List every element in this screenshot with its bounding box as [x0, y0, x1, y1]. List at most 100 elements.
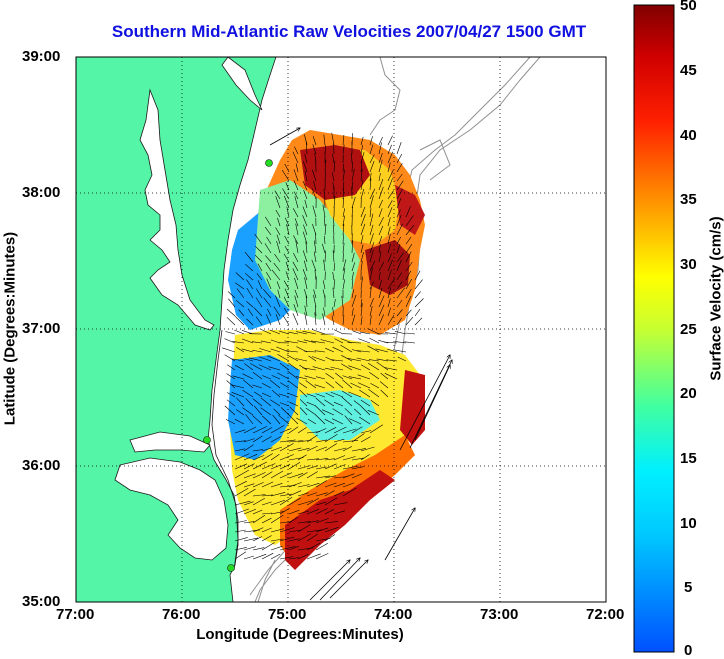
velocity-arrow [325, 392, 335, 398]
velocity-arrow [302, 330, 317, 335]
velocity-arrow [259, 348, 272, 353]
velocity-arrow [262, 288, 272, 299]
velocity-arrow [285, 271, 290, 281]
velocity-arrow [358, 338, 371, 344]
velocity-arrow [302, 268, 308, 281]
velocity-arrow [315, 306, 317, 317]
velocity-arrow [344, 408, 353, 416]
velocity-arrow [369, 287, 372, 299]
velocity-arrow [226, 399, 236, 407]
velocity-arrow [396, 281, 403, 290]
velocity-arrow [348, 365, 362, 371]
velocity-arrow [293, 169, 299, 182]
velocity-arrow [227, 364, 236, 371]
velocity-arrow [396, 252, 404, 263]
velocity-arrow [234, 480, 247, 488]
velocity-arrow [227, 392, 236, 398]
velocity-arrow [342, 169, 345, 182]
velocity-arrow [378, 159, 383, 173]
velocity-arrow [294, 146, 299, 155]
velocity-arrow [234, 551, 247, 560]
velocity-arrow [288, 490, 302, 497]
velocity-arrow [276, 234, 281, 245]
velocity-arrow [261, 447, 273, 452]
velocity-arrow [292, 313, 299, 326]
velocity-arrow [261, 517, 272, 524]
velocity-arrow [265, 262, 272, 272]
velocity-arrow [234, 488, 249, 497]
velocity-arrow [351, 252, 355, 263]
velocity-arrow [254, 254, 263, 263]
velocity-arrow [275, 314, 281, 326]
velocity-arrow [256, 288, 263, 299]
velocity-arrow [323, 134, 326, 146]
velocity-arrow [306, 508, 320, 515]
velocity-arrow [323, 307, 326, 317]
velocity-arrow [279, 464, 291, 470]
velocity-arrow [234, 529, 246, 533]
velocity-arrow [231, 358, 245, 362]
velocity-arrow [396, 142, 402, 155]
velocity-arrow [302, 231, 308, 245]
velocity-arrow [226, 373, 236, 380]
colorbar-tick-label: 45 [680, 62, 697, 79]
velocity-arrow [234, 365, 245, 371]
velocity-arrow [303, 350, 317, 353]
velocity-arrow [394, 331, 407, 335]
velocity-arrow [244, 251, 254, 263]
velocity-arrow [297, 533, 312, 542]
velocity-arrow [287, 380, 299, 389]
velocity-arrow [325, 367, 335, 371]
velocity-arrow [279, 454, 294, 461]
velocity-arrow [405, 236, 412, 245]
velocity-arrow [245, 414, 254, 425]
velocity-arrow [276, 281, 281, 290]
velocity-arrow [367, 345, 380, 353]
velocity-arrow [378, 216, 384, 227]
velocity-arrow [250, 363, 263, 371]
velocity-arrow [332, 250, 335, 263]
velocity-arrow [315, 553, 329, 560]
velocity-arrow [351, 308, 354, 317]
velocity-arrow [378, 225, 384, 236]
velocity-arrow [255, 316, 263, 326]
x-tick-label: 72:00 [586, 606, 625, 623]
velocity-arrow [396, 244, 401, 254]
velocity-arrow [261, 392, 272, 398]
velocity-arrow [243, 546, 256, 551]
velocity-arrow [378, 314, 384, 326]
velocity-arrow [260, 407, 272, 416]
velocity-arrow [283, 280, 290, 290]
velocity-arrow [265, 255, 272, 263]
velocity-arrow [376, 361, 389, 371]
velocity-arrow [294, 196, 299, 209]
velocity-arrow [312, 205, 317, 218]
velocity-arrow [387, 277, 396, 290]
velocity-arrow [297, 472, 308, 479]
velocity-arrow [311, 340, 326, 344]
velocity-arrow [369, 315, 372, 326]
velocity-arrow [243, 379, 254, 389]
velocity-arrow [325, 356, 335, 362]
velocity-arrow [266, 271, 272, 281]
velocity-arrow [314, 384, 326, 389]
colorbar-tick-label: 15 [680, 450, 697, 467]
velocity-arrow [405, 225, 415, 236]
velocity-arrow [304, 277, 308, 290]
velocity-arrow [276, 346, 290, 353]
station-marker [203, 436, 211, 444]
velocity-arrow [279, 428, 292, 434]
velocity-arrow [292, 151, 299, 164]
y-tick-label: 35:00 [22, 593, 61, 610]
velocity-arrow [270, 379, 281, 389]
velocity-arrow [261, 382, 272, 389]
velocity-arrow [258, 356, 272, 362]
velocity-arrow [284, 235, 290, 245]
velocity-arrow [244, 363, 254, 371]
velocity-arrow [288, 447, 302, 452]
colorbar-tick-label: 25 [680, 321, 697, 338]
velocity-arrow [387, 144, 392, 155]
colorbar-tick-label: 40 [680, 127, 697, 144]
velocity-arrow [332, 346, 344, 353]
velocity-arrow [273, 262, 281, 272]
